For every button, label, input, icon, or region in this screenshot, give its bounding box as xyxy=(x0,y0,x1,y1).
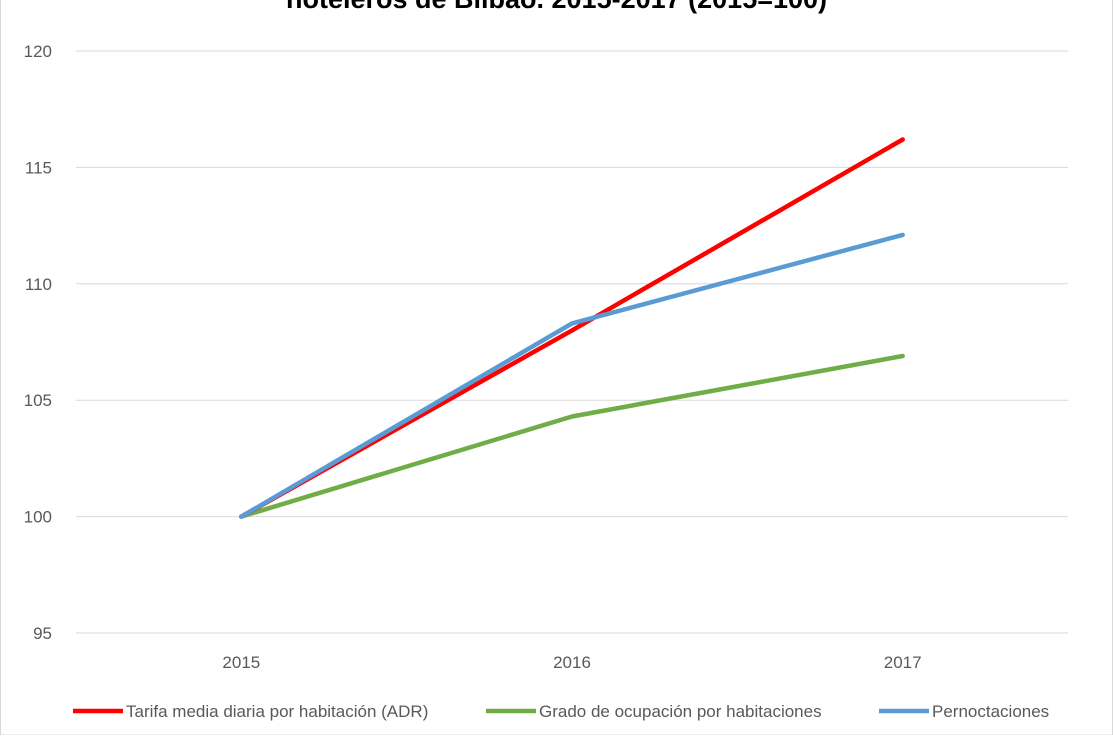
series-line xyxy=(239,232,905,519)
series-line xyxy=(239,353,905,519)
y-tick-label: 110 xyxy=(25,275,52,294)
legend-label: Pernoctaciones xyxy=(932,702,1049,721)
y-tick-label: 95 xyxy=(33,624,52,643)
y-axis-ticks: 95 100 105 110 115 120 xyxy=(24,42,52,643)
y-tick-label: 100 xyxy=(24,508,52,527)
legend-label: Grado de ocupación por habitaciones xyxy=(539,702,822,721)
chart-title: hoteleros de Bilbao. 2015-2017 (2015=100… xyxy=(0,0,1113,15)
gridlines xyxy=(76,50,1068,634)
legend-label: Tarifa media diaria por habitación (ADR) xyxy=(126,702,428,721)
x-axis-ticks: 2015 2016 2017 xyxy=(222,653,921,672)
x-tick-label: 2015 xyxy=(222,653,260,672)
y-tick-label: 120 xyxy=(24,42,52,61)
x-tick-label: 2016 xyxy=(553,653,591,672)
y-tick-label: 105 xyxy=(24,391,52,410)
x-tick-label: 2017 xyxy=(884,653,922,672)
y-tick-label: 115 xyxy=(25,158,52,177)
series-lines xyxy=(239,137,905,519)
legend: Tarifa media diaria por habitación (ADR)… xyxy=(73,702,1049,721)
